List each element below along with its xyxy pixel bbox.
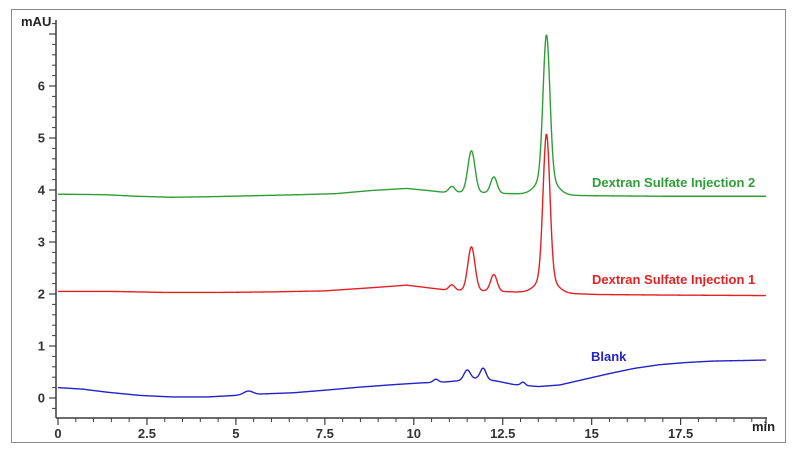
- svg-text:5: 5: [232, 426, 239, 441]
- svg-text:5: 5: [38, 131, 45, 146]
- trace-blank: [57, 359, 767, 398]
- trace-dextran-sulfate-injection-1: [58, 133, 766, 297]
- svg-text:2.5: 2.5: [138, 426, 156, 441]
- svg-text:6: 6: [38, 79, 45, 94]
- svg-text:10: 10: [407, 426, 421, 441]
- series-label-blank: Blank: [591, 349, 627, 364]
- x-axis-unit-label: min: [752, 419, 776, 434]
- trace-dextran-sulfate-injection-2: [57, 34, 766, 198]
- svg-text:2: 2: [38, 287, 45, 302]
- svg-text:17.5: 17.5: [668, 426, 693, 441]
- svg-text:0: 0: [54, 426, 61, 441]
- svg-text:15: 15: [584, 426, 598, 441]
- y-axis-unit-label: mAU: [21, 14, 52, 29]
- svg-text:7.5: 7.5: [316, 426, 334, 441]
- series-label-dextran-sulfate-injection-2: Dextran Sulfate Injection 2: [592, 175, 756, 190]
- svg-text:3: 3: [38, 235, 45, 250]
- series-label-dextran-sulfate-injection-1: Dextran Sulfate Injection 1: [592, 272, 756, 287]
- plot-frame: [11, 9, 786, 443]
- svg-text:12.5: 12.5: [490, 426, 515, 441]
- svg-text:4: 4: [38, 183, 46, 198]
- svg-text:0: 0: [38, 391, 45, 406]
- svg-text:1: 1: [38, 339, 45, 354]
